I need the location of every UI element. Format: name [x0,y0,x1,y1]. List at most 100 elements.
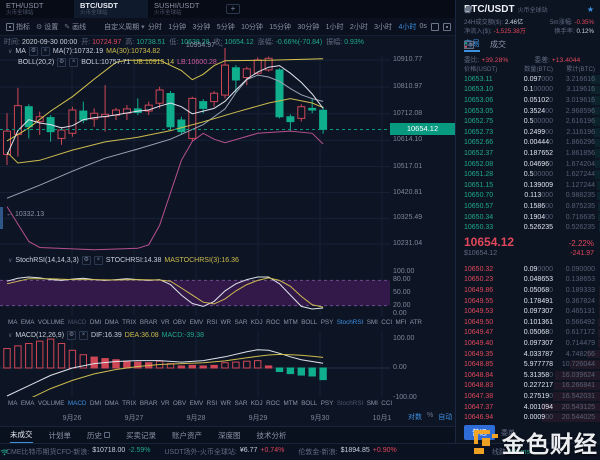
period-1分钟[interactable]: 1分钟 [168,23,187,31]
bid-row[interactable]: 10648.85 5.977778 10.726044 [456,359,600,370]
indicator-tab-CCI[interactable]: CCI [381,400,393,407]
indicator-tab-VR[interactable]: VR [160,400,170,407]
indicator-tab-DMI[interactable]: DMI [89,400,102,407]
tab-deals[interactable]: 成交 [490,40,506,49]
bid-row[interactable]: 10648.84 5.313580 16.039624 [456,370,600,381]
macd-settings-icon[interactable]: ⚙ [67,331,77,340]
macd-chart[interactable] [0,331,390,397]
indicator-tab-ATR[interactable]: ATR [409,319,422,326]
indicator-tab-MA[interactable]: MA [8,319,18,326]
ask-row[interactable]: 10650.70 0.113000 0.988235 [456,191,600,202]
fullscreen-icon[interactable] [430,22,439,31]
last-price-block[interactable]: 10654.12 -2.22% $10654.12 -241.97 [464,235,594,262]
bid-row[interactable]: 10649.50 0.101361 0.566492 [456,317,600,328]
boll-close-icon[interactable]: × [69,58,79,67]
ask-row[interactable]: 10652.73 0.249900 2.116196 [456,127,600,138]
period-3分钟[interactable]: 3分钟 [192,23,211,31]
collapse-chevron-icon[interactable]: ∨ [8,258,13,264]
indicator-tab-ROC[interactable]: ROC [266,400,281,407]
ask-row[interactable]: 10650.34 0.190400 0.716635 [456,212,600,223]
screenshot-icon[interactable] [442,22,451,31]
indicator-tab-ROC[interactable]: ROC [266,319,281,326]
indicator-tab-StochRSI[interactable]: StochRSI [336,319,364,326]
bid-row[interactable]: 10649.40 0.097307 0.714479 [456,338,600,349]
indicator-tab-SAR[interactable]: SAR [234,319,248,326]
indicator-tab-EMV[interactable]: EMV [189,400,204,407]
indicator-tab-RSI[interactable]: RSI [206,319,218,326]
indicator-tab-KDJ[interactable]: KDJ [250,319,263,326]
indicator-tab-EMV[interactable]: EMV [189,319,204,326]
ask-row[interactable]: 10652.37 0.187652 1.861856 [456,148,600,159]
settings-button[interactable]: ⚙ 设置 [36,23,59,31]
indicator-tab-MFI[interactable]: MFI [395,319,407,326]
indicator-tab-BRAR[interactable]: BRAR [139,400,158,407]
stoch-close-icon[interactable]: × [93,256,103,265]
bid-row[interactable]: 10649.47 0.050680 0.617172 [456,328,600,339]
bottom-tab-未成交[interactable]: 未成交 [10,427,33,444]
indicator-tab-PSY[interactable]: PSY [320,319,334,326]
indicator-tab-KDJ[interactable]: KDJ [250,400,263,407]
ask-row[interactable]: 10651.28 0.500000 1.627244 [456,169,600,180]
symbol-tab-btcusdt[interactable]: BTC/USDT 火币全球站 [74,0,148,18]
bottom-tab-历史[interactable]: 历史 [87,428,110,443]
ma-settings-icon[interactable]: ⚙ [28,47,38,56]
ask-row[interactable]: 10650.33 0.526235 0.526235 [456,222,600,233]
stochrsi-chart[interactable] [0,266,390,316]
log-scale-toggle[interactable]: 对数 [408,414,422,421]
bottom-tab-计划单[interactable]: 计划单 [48,430,72,440]
indicator-tab-DMA[interactable]: DMA [104,400,119,407]
indicator-tab-TRIX[interactable]: TRIX [122,319,137,326]
indicator-tab-MTM[interactable]: MTM [283,319,298,326]
ask-row[interactable]: 10653.10 0.100000 3.119616 [456,85,600,96]
ma-close-icon[interactable]: × [40,47,50,56]
stoch-settings-icon[interactable]: ⚙ [81,256,91,265]
indicator-tab-BRAR[interactable]: BRAR [139,319,158,326]
bid-row[interactable]: 10647.37 4.001094 20.543125 [456,402,600,413]
ask-row[interactable]: 10652.75 0.500000 2.616196 [456,116,600,127]
bid-row[interactable]: 10646.94 0.000900 20.544025 [456,412,600,423]
indicator-tab-RSI[interactable]: RSI [206,400,218,407]
indicator-tab-EMA[interactable]: EMA [20,319,35,326]
bottom-tab-买卖记录[interactable]: 买卖记录 [126,430,156,440]
popout-panel-icon[interactable] [464,40,474,49]
boll-settings-icon[interactable]: ⚙ [57,58,67,67]
bottom-tab-技术分析[interactable]: 技术分析 [256,430,287,440]
auto-scale-toggle[interactable]: 自动 [438,414,453,421]
indicator-tab-BOLL[interactable]: BOLL [301,400,318,407]
indicator-tab-TRIX[interactable]: TRIX [122,400,137,407]
bid-row[interactable]: 10649.53 0.097307 0.465131 [456,306,600,317]
ask-row[interactable]: 10653.05 0.352400 2.968596 [456,106,600,117]
period-15分钟[interactable]: 15分钟 [269,23,292,31]
ask-row[interactable]: 10652.08 0.046960 1.674204 [456,159,600,170]
period-4小时[interactable]: 4小时 [398,23,417,31]
ask-row[interactable]: 10651.15 0.139009 1.127244 [456,180,600,191]
indicator-tab-WR[interactable]: WR [220,319,232,326]
ask-row[interactable]: 10653.11 0.097000 3.216616 [456,74,600,85]
indicator-tab-DMI[interactable]: DMI [89,319,102,326]
period-3小时[interactable]: 3小时 [374,23,393,31]
indicator-tab-PSY[interactable]: PSY [320,400,334,407]
bid-row[interactable]: 10649.55 0.178491 0.367824 [456,296,600,307]
symbol-tab-sushiusdt[interactable]: SUSHI/USDT 火币全球站 [148,0,222,18]
indicator-tab-BOLL[interactable]: BOLL [301,319,318,326]
indicator-tab-SMI[interactable]: SMI [366,319,378,326]
bid-row[interactable]: 10649.86 0.050680 0.189333 [456,285,600,296]
indicator-tab-EMA[interactable]: EMA [20,400,35,407]
ask-row[interactable]: 10652.66 0.004440 1.866296 [456,138,600,149]
ask-row[interactable]: 10650.57 0.158600 0.875235 [456,201,600,212]
bid-row[interactable]: 10648.83 0.227217 16.266841 [456,381,600,392]
indicator-tab-SMI[interactable]: SMI [366,400,378,407]
indicator-tab-WR[interactable]: WR [220,400,232,407]
bottom-tab-账户资产[interactable]: 账户资产 [172,430,202,440]
favorite-star-icon[interactable]: ★ [586,5,594,14]
bottom-tab-深度图[interactable]: 深度图 [218,430,241,440]
indicator-tab-OBV[interactable]: OBV [172,400,187,407]
indicator-tab-StochRSI[interactable]: StochRSI [336,400,364,407]
period-2小时[interactable]: 2小时 [349,23,368,31]
indicator-tab-CCI[interactable]: CCI [381,319,393,326]
indicator-tab-VOLUME[interactable]: VOLUME [37,319,65,326]
indicator-tab-OBV[interactable]: OBV [172,319,187,326]
external-link-icon[interactable] [464,5,473,14]
scrollbar-thumb[interactable] [0,207,3,229]
indicator-tab-MACD[interactable]: MACD [67,400,87,407]
